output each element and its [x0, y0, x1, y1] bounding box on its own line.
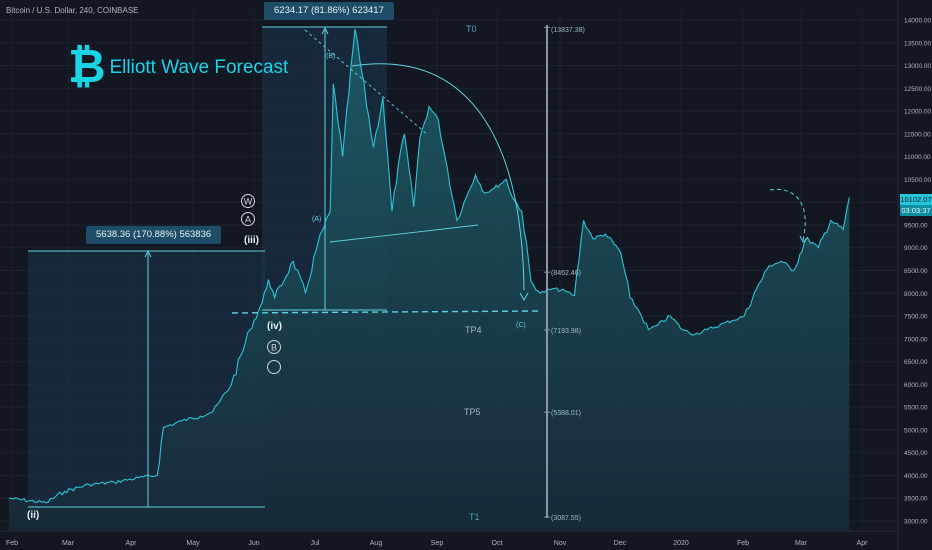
y-tick-label: 12000.00: [904, 109, 931, 116]
x-tick-label: Apr: [126, 540, 138, 547]
x-tick-label: Aug: [370, 540, 383, 547]
measurement-label-1: 5638.36 (170.88%) 563836: [86, 226, 222, 244]
measurement-label-2: 6234.17 (81.86%) 623417: [264, 2, 394, 20]
x-tick-label: Mar: [62, 540, 75, 547]
target-TP4-price: (7193.98): [551, 328, 581, 335]
circle-B-ring: [267, 340, 281, 354]
circle-W-ring: [241, 194, 255, 208]
wave-label-A: (A): [312, 216, 321, 223]
countdown-tag: 03:03:37: [900, 205, 932, 216]
target-labels: T0 (13837.38) (8462.46) TP4 (7193.98) TP…: [464, 24, 585, 522]
level-8462-price: (8462.46): [551, 270, 581, 277]
x-tick-label: Apr: [857, 540, 869, 547]
projection-arc: [351, 63, 525, 291]
wave-annotations: [28, 25, 809, 518]
x-tick-label: Feb: [6, 540, 18, 547]
bitcoin-logo-icon: ₿: [68, 39, 106, 93]
last-price-tag: 10102.07: [900, 194, 932, 205]
brand-block: ₿ Elliott Wave Forecast: [68, 40, 288, 92]
price-area-fill: [8, 29, 850, 530]
y-tick-label: 3000.00: [904, 519, 928, 526]
y-tick-label: 9500.00: [904, 222, 928, 229]
wave-label-iv: (iv): [267, 321, 282, 332]
forecast-dashed-path: [769, 188, 806, 241]
projection-arrow-head: [519, 292, 529, 302]
wave-label-B: (B): [326, 53, 335, 60]
y-tick-label: 6500.00: [904, 359, 928, 366]
wave-iv-dashed-line: [231, 310, 541, 314]
x-tick-label: Sep: [431, 540, 444, 547]
y-tick-label: 4000.00: [904, 473, 928, 480]
x-tick-label: 2020: [673, 540, 689, 547]
target-TP5-price: (5388.01): [551, 410, 581, 417]
chart-title: Bitcoin / U.S. Dollar, 240, COINBASE: [6, 6, 139, 15]
wave-labels: (ii) (iii) (iv) (A) (B) (C): [27, 53, 526, 521]
target-TP5-label: TP5: [464, 407, 481, 417]
target-T0-label: T0: [466, 24, 477, 34]
y-tick-label: 8000.00: [904, 291, 928, 298]
circled-wave-labels: W A B: [241, 194, 281, 374]
y-tick-label: 7000.00: [904, 336, 928, 343]
wave-label-iii: (iii): [244, 235, 259, 246]
y-tick-label: 5500.00: [904, 405, 928, 412]
wave-label-W: W: [244, 197, 253, 207]
zone1-arrow-head: [144, 249, 152, 258]
y-tick-label: 10500.00: [904, 177, 931, 184]
y-tick-label: 7500.00: [904, 314, 928, 321]
y-tick-label: 6000.00: [904, 382, 928, 389]
y-tick-label: 8500.00: [904, 268, 928, 275]
x-axis: Feb Mar Apr May Jun Jul Aug Sep Oct Nov Dec 2020 Feb…: [0, 530, 898, 547]
y-tick-label: 14000.00: [904, 18, 931, 25]
x-tick-label: Jul: [311, 540, 320, 547]
y-tick-label: 13000.00: [904, 63, 931, 70]
y-axis: 3000.00 3500.00 4000.00 4500.00 5000.00 5500.…: [897, 0, 931, 550]
target-TP4-label: TP4: [465, 325, 482, 335]
target-T1-label: T1: [469, 512, 480, 522]
target-T0-price: (13837.38): [551, 27, 585, 34]
price-area: [8, 28, 850, 530]
wave-label-C: (C): [516, 322, 526, 329]
x-tick-label: Oct: [492, 540, 503, 547]
y-tick-label: 12500.00: [904, 86, 931, 93]
wave-label-ii: (ii): [27, 510, 39, 521]
y-tick-label: 4500.00: [904, 450, 928, 457]
x-tick-label: Jun: [248, 540, 259, 547]
circle-A-ring: [241, 212, 255, 226]
y-tick-label: 9000.00: [904, 245, 928, 252]
x-tick-label: Feb: [737, 540, 749, 547]
zone2-arrow-head: [321, 26, 329, 35]
x-tick-label: Dec: [614, 540, 627, 547]
brand-name: Elliott Wave Forecast: [109, 57, 289, 78]
target-T1-price: (3087.55): [551, 515, 581, 522]
x-tick-label: Nov: [554, 540, 567, 547]
y-tick-label: 13500.00: [904, 40, 931, 47]
wave-label-A-circled: A: [245, 215, 251, 225]
circle-X-ring: [267, 360, 281, 374]
wave-label-B-circled: B: [271, 343, 277, 353]
price-line: [8, 28, 850, 504]
triangle-upper-line: [304, 29, 429, 136]
y-tick-label: 11500.00: [904, 131, 931, 138]
forecast-arrow-head: [799, 235, 809, 243]
x-tick-label: May: [186, 540, 200, 547]
triangle-lower-line: [329, 224, 479, 243]
y-tick-label: 5000.00: [904, 427, 928, 434]
target-lines: [544, 26, 550, 518]
x-tick-label: Mar: [795, 540, 808, 547]
y-tick-label: 3500.00: [904, 496, 928, 503]
y-tick-label: 11000.00: [904, 154, 931, 161]
